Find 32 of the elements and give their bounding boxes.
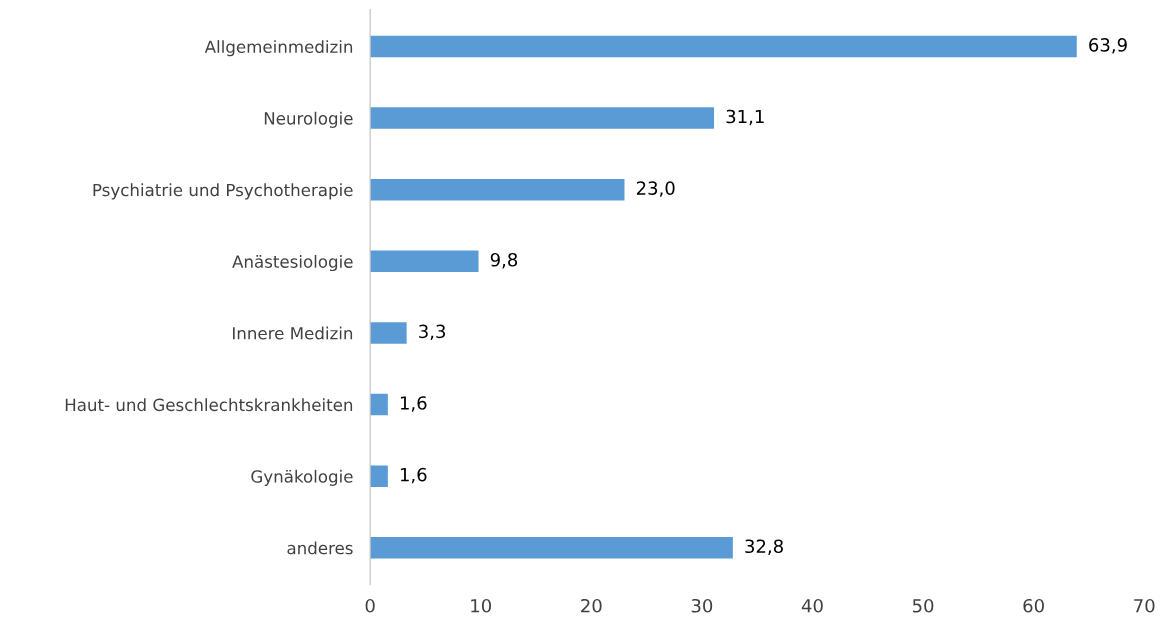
x-tick-label: 30 — [691, 598, 713, 613]
data-label: 9,8 — [490, 252, 518, 269]
x-tick-label: 0 — [365, 598, 375, 613]
bar — [370, 393, 388, 416]
data-label: 32,8 — [745, 539, 783, 555]
bar — [370, 107, 715, 129]
x-tick-label: 20 — [581, 598, 602, 613]
data-label: 1,6 — [400, 396, 427, 412]
y-tick-label: Gynäkologie — [251, 469, 353, 486]
y-tick-label: anderes — [287, 541, 353, 555]
x-tick-label: 10 — [471, 598, 492, 613]
y-tick-label: Neurologie — [264, 111, 353, 128]
x-tick-label: 50 — [912, 598, 934, 613]
x-tick-label: 70 — [1134, 598, 1155, 613]
y-tick-label: Allgemeinmedizin — [204, 40, 353, 57]
y-tick-label: Haut- und Geschlechtskrankheiten — [65, 398, 353, 412]
bar — [370, 250, 479, 273]
bar — [370, 35, 1077, 58]
bar — [370, 465, 388, 487]
bar — [370, 537, 733, 559]
data-label: 31,1 — [726, 109, 764, 126]
bar — [370, 178, 625, 201]
y-tick-label: Innere Medizin — [233, 326, 353, 340]
data-label: 23,0 — [636, 181, 675, 197]
y-tick-label: Anästesiologie — [232, 254, 353, 272]
x-tick-label: 40 — [801, 598, 823, 613]
x-tick-label: 60 — [1023, 598, 1044, 613]
data-label: 63,9 — [1089, 38, 1127, 54]
data-label: 1,6 — [400, 467, 427, 484]
data-label: 3,3 — [419, 324, 446, 341]
y-tick-label: Psychiatrie und Psychotherapie — [93, 183, 353, 200]
bar — [370, 322, 407, 344]
